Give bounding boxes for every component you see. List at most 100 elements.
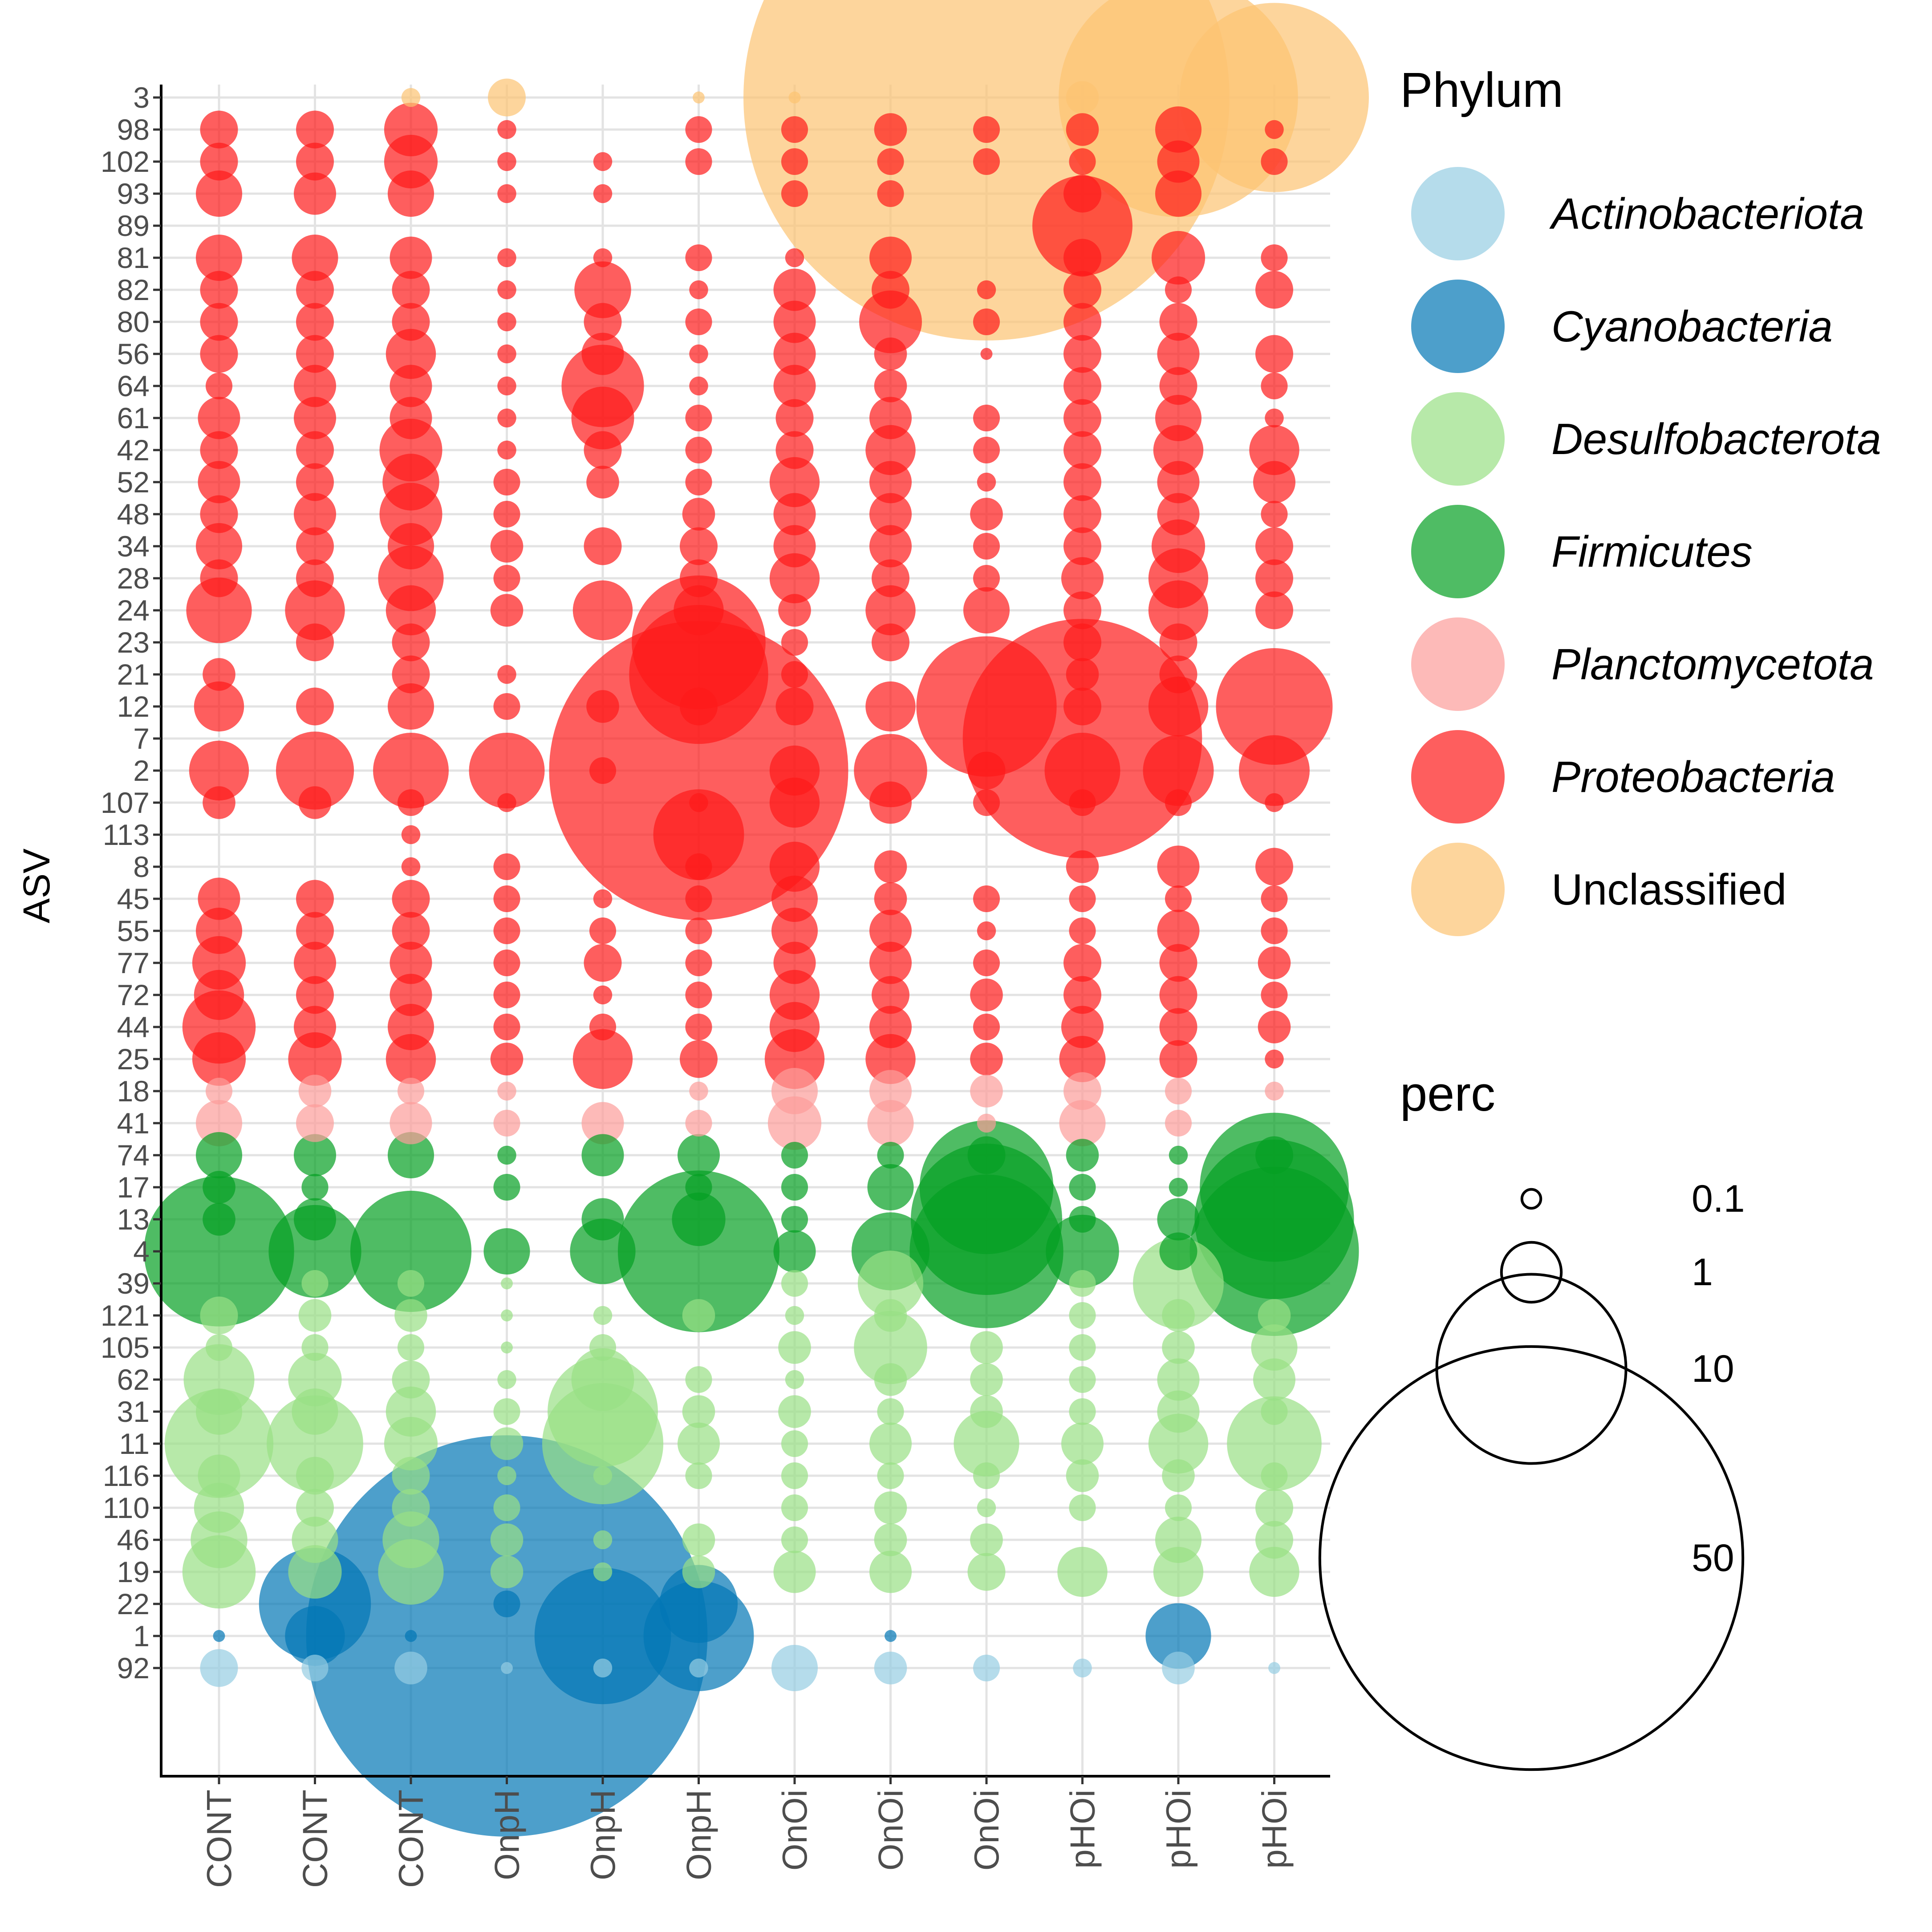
bubble-asv1-col4 [534, 1567, 671, 1705]
bubble-asv21-col3 [497, 665, 516, 684]
bubble-asv72-col10 [1159, 976, 1197, 1014]
bubble-asv8-col9 [1066, 850, 1099, 883]
bubble-asv93-col7 [877, 180, 904, 207]
bubble-asv92-col10 [1162, 1652, 1195, 1684]
bubble-asv55-col9 [1069, 917, 1096, 945]
bubble-asv80-col8 [973, 308, 1000, 336]
bubble-asv116-col0 [198, 1454, 240, 1497]
bubble-asv62-col11 [1253, 1358, 1296, 1401]
bubble-asv34-col3 [490, 530, 524, 563]
bubble-asv3-col11 [1179, 3, 1369, 192]
y-tick-label-41: 41 [117, 1107, 150, 1140]
bubble-asv45-col6 [771, 875, 818, 922]
bubble-asv62-col7 [874, 1363, 907, 1396]
bubble-asv19-col10 [1153, 1546, 1204, 1597]
bubble-asv17-col8 [919, 1120, 1054, 1254]
y-tick-label-62: 62 [117, 1363, 150, 1396]
bubble-asv23-col9 [1063, 623, 1102, 662]
bubble-asv24-col0 [186, 577, 252, 643]
bubble-asv31-col11 [1261, 1398, 1288, 1425]
bubble-asv11-col6 [781, 1430, 808, 1457]
bubble-asv44-col2 [387, 1003, 434, 1051]
bubble-asv52-col0 [198, 461, 240, 503]
bubble-asv48-col5 [682, 498, 715, 531]
bubble-asv62-col6 [785, 1370, 804, 1389]
y-tick-label-82: 82 [117, 273, 150, 306]
legend-size-circle-3 [1318, 1345, 1745, 1771]
bubble-asv21-col0 [203, 658, 235, 691]
bubble-asv18-col8 [970, 1075, 1003, 1108]
y-tick-label-46: 46 [117, 1523, 150, 1556]
bubble-asv17-col7 [867, 1164, 914, 1211]
bubble-asv64-col2 [390, 365, 432, 407]
bubble-asv22-col5 [659, 1565, 738, 1643]
bubble-asv31-col10 [1157, 1390, 1200, 1433]
bubble-asv62-col10 [1157, 1358, 1200, 1401]
y-tick-label-116: 116 [103, 1459, 150, 1492]
bubble-asv105-col8 [970, 1331, 1003, 1364]
legend-label-unclassified: Unclassified [1551, 865, 1786, 914]
bubble-asv81-col6 [785, 248, 804, 268]
bubble-asv17-col9 [1069, 1173, 1096, 1201]
bubble-asv102-col1 [296, 142, 334, 181]
bubble-asv31-col3 [493, 1398, 520, 1425]
bubble-asv45-col3 [493, 885, 520, 913]
bubble-asv61-col0 [198, 397, 240, 439]
bubble-asv72-col3 [493, 981, 520, 1009]
bubble-asv25-col4 [572, 1029, 633, 1089]
bubble-asv113-col2 [401, 825, 421, 844]
bubble-asv52-col11 [1253, 461, 1296, 503]
y-tick-label-31: 31 [117, 1395, 150, 1428]
bubble-asv105-col6 [778, 1331, 811, 1364]
y-tick-label-98: 98 [117, 113, 150, 146]
bubble-asv28-col6 [769, 553, 820, 604]
bubble-asv92-col5 [689, 1658, 708, 1678]
y-tick-label-18: 18 [117, 1075, 150, 1108]
bubble-asv42-col1 [296, 431, 334, 469]
bubble-asv2-col0 [189, 740, 249, 801]
bubble-asv98-col7 [874, 113, 907, 146]
bubble-asv107-col10 [1165, 789, 1192, 816]
bubble-asv107-col6 [769, 777, 820, 828]
bubble-asv64-col9 [1063, 367, 1102, 405]
bubble-asv74-col6 [781, 1141, 808, 1169]
bubble-asv105-col11 [1251, 1324, 1298, 1371]
bubble-asv45-col5 [685, 885, 712, 913]
bubble-asv46-col8 [970, 1523, 1003, 1556]
bubble-asv102-col10 [1157, 140, 1200, 183]
bubble-asv98-col9 [1066, 113, 1099, 146]
bubble-asv81-col9 [1063, 239, 1102, 277]
y-tick-label-89: 89 [117, 209, 150, 242]
bubble-asv72-col8 [970, 978, 1003, 1011]
bubble-asv13-col5 [672, 1192, 726, 1246]
y-tick-label-8: 8 [133, 850, 150, 883]
bubble-asv74-col3 [497, 1145, 516, 1165]
bubble-asv39-col1 [301, 1270, 329, 1297]
bubble-asv18-col2 [397, 1077, 425, 1105]
bubble-asv18-col7 [869, 1070, 912, 1112]
bubble-asv24-col4 [572, 580, 633, 641]
legend-key-unclassified [1411, 843, 1505, 936]
bubble-asv55-col11 [1261, 917, 1288, 945]
bubble-asv23-col2 [392, 623, 430, 662]
bubble-asv44-col8 [973, 1013, 1000, 1041]
bubble-asv24-col5 [674, 585, 724, 636]
bubble-asv105-col3 [501, 1341, 513, 1354]
bubble-asv24-col7 [865, 585, 916, 636]
legend-label-proteobacteria: Proteobacteria [1551, 752, 1835, 801]
bubble-asv77-col11 [1258, 946, 1291, 979]
bubble-asv8-col5 [685, 853, 712, 881]
bubble-asv93-col9 [1063, 175, 1102, 213]
bubble-asv48-col1 [293, 493, 337, 536]
legend-label-cyanobacteria: Cyanobacteria [1551, 302, 1833, 351]
bubble-asv116-col2 [392, 1457, 430, 1495]
bubble-asv81-col3 [497, 248, 516, 268]
bubble-asv107-col8 [973, 789, 1000, 816]
bubble-asv2-col4 [589, 757, 617, 784]
bubble-asv17-col5 [685, 1173, 712, 1201]
bubble-asv55-col10 [1157, 909, 1200, 952]
bubble-asv1-col1 [285, 1606, 345, 1666]
bubble-asv24-col3 [490, 594, 524, 627]
bubble-asv121-col6 [785, 1306, 804, 1325]
bubble-asv55-col0 [195, 907, 243, 954]
